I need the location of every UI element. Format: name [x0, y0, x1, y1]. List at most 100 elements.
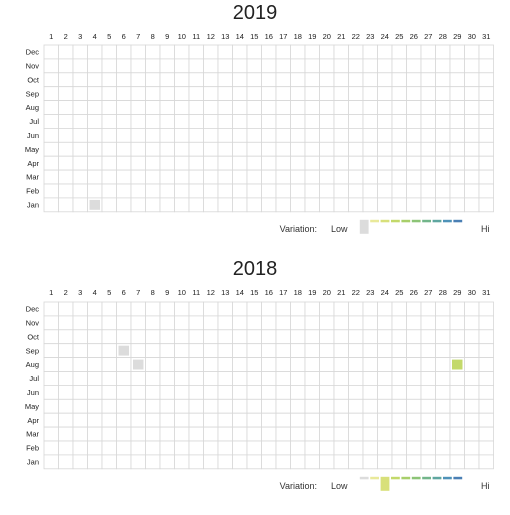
heatmap-cell — [72, 301, 88, 317]
heatmap-cell — [435, 329, 451, 345]
heatmap-cell — [290, 357, 306, 372]
heatmap-cell — [72, 169, 88, 185]
heatmap-cell — [362, 426, 378, 442]
heatmap-cell — [319, 100, 335, 115]
heatmap-cell — [261, 412, 277, 428]
heatmap-cell — [116, 114, 132, 129]
day-label: 23 — [366, 32, 374, 41]
heatmap-cell — [116, 72, 132, 88]
heatmap-cell — [420, 301, 436, 317]
heatmap-cell — [377, 155, 393, 171]
heatmap-cell — [464, 384, 480, 400]
heatmap-cell — [275, 454, 291, 470]
heatmap-cell — [130, 183, 146, 199]
heatmap-cell — [246, 454, 262, 470]
heatmap-cell — [159, 44, 175, 60]
heatmap-cell — [116, 301, 132, 317]
heatmap-cell — [130, 315, 146, 331]
heatmap-cell — [362, 72, 378, 88]
heatmap-cell — [101, 412, 117, 428]
heatmap-cell — [304, 155, 320, 171]
heatmap-cell — [348, 169, 364, 185]
heatmap-cell — [246, 141, 262, 157]
heatmap-cell — [188, 315, 204, 331]
heatmap-cell — [174, 72, 190, 88]
heatmap-cell — [449, 114, 465, 129]
heatmap-cell — [290, 440, 306, 456]
heatmap-cell — [188, 72, 204, 88]
heatmap-cell — [130, 371, 146, 386]
heatmap-cell — [391, 412, 407, 428]
heatmap-cell — [391, 127, 407, 143]
heatmap-cell — [101, 371, 117, 386]
month-label: Oct — [27, 75, 40, 84]
heatmap-cell — [145, 58, 161, 74]
heatmap-cell — [464, 197, 480, 213]
heatmap-cell — [420, 169, 436, 185]
heatmap-cell — [333, 100, 349, 115]
heatmap-cell — [116, 357, 132, 372]
heatmap-cell — [290, 412, 306, 428]
heatmap-cell — [116, 44, 132, 60]
heatmap-cell — [159, 127, 175, 143]
legend-swatch — [391, 219, 400, 223]
heatmap-cell — [203, 384, 219, 400]
heatmap-cell — [58, 141, 74, 157]
heatmap-cell — [449, 398, 465, 414]
heatmap-cell — [362, 155, 378, 171]
heatmap-cell — [304, 58, 320, 74]
legend-swatch — [443, 219, 452, 223]
heatmap-cell — [87, 86, 103, 101]
heatmap-cell — [58, 371, 74, 386]
heatmap-cell — [435, 197, 451, 213]
heatmap-cell — [101, 44, 117, 60]
heatmap-cell — [261, 371, 277, 386]
heatmap-cell — [449, 44, 465, 60]
heatmap-cell — [362, 315, 378, 331]
heatmap-cell — [203, 183, 219, 199]
heatmap-cell — [333, 426, 349, 442]
heatmap-cell — [130, 72, 146, 88]
heatmap-cell — [377, 426, 393, 442]
month-label: Dec — [26, 305, 40, 314]
heatmap-cell — [275, 412, 291, 428]
heatmap-cell — [174, 412, 190, 428]
heatmap-cell — [203, 114, 219, 129]
heatmap-cell — [435, 72, 451, 88]
heatmap-cell — [377, 384, 393, 400]
heatmap-cell — [275, 114, 291, 129]
heatmap-cell — [130, 169, 146, 185]
month-label: Aug — [26, 103, 39, 112]
heatmap-cell — [101, 440, 117, 456]
heatmap-cell-value — [133, 359, 144, 370]
day-label: 31 — [482, 288, 490, 297]
heatmap-cell — [130, 44, 146, 60]
heatmap-cell — [116, 412, 132, 428]
heatmap-cell — [333, 114, 349, 129]
heatmap-cell — [43, 315, 59, 331]
heatmap-cell — [435, 58, 451, 74]
heatmap-cell — [203, 197, 219, 213]
heatmap-cell — [261, 426, 277, 442]
heatmap-cell — [304, 72, 320, 88]
heatmap-cell — [203, 141, 219, 157]
heatmap-cell — [174, 86, 190, 101]
heatmap-cell — [391, 398, 407, 414]
heatmap-cell — [464, 301, 480, 317]
heatmap-cell — [261, 301, 277, 317]
month-label: May — [25, 402, 39, 411]
heatmap-cell — [304, 343, 320, 359]
heatmap-cell — [406, 454, 422, 470]
heatmap-cell — [174, 384, 190, 400]
heatmap-cell — [275, 301, 291, 317]
heatmap-cell — [217, 141, 233, 157]
legend-indicator — [380, 476, 390, 491]
heatmap-cell — [159, 197, 175, 213]
heatmap-cell — [130, 114, 146, 129]
heatmap-cell — [87, 454, 103, 470]
heatmap-cell — [261, 155, 277, 171]
heatmap-cell — [261, 169, 277, 185]
heatmap-cell — [232, 141, 248, 157]
heatmap-cell — [391, 384, 407, 400]
heatmap-cell — [275, 183, 291, 199]
